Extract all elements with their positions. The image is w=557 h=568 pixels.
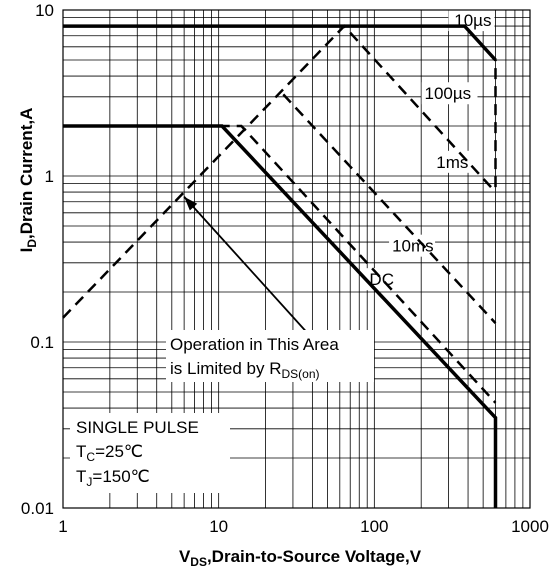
series-label: 100µs <box>424 84 471 103</box>
series-label: DC <box>369 270 394 289</box>
x-tick-label: 10 <box>209 517 228 536</box>
limited-area-note: Operation in This Area is Limited by RDS… <box>166 330 374 382</box>
pulse-line-3: TJ=150℃ <box>76 467 150 489</box>
x-axis-title: VDS,Drain-to-Source Voltage,V <box>179 547 422 568</box>
series-line-dc <box>63 124 498 508</box>
series-line-envelope-2 <box>62 24 497 319</box>
note-line-1: Operation in This Area <box>170 335 339 354</box>
svg-text:VDS,Drain-to-Source Voltage,V: VDS,Drain-to-Source Voltage,V <box>179 547 422 568</box>
pulse-line-2: TC=25℃ <box>76 442 143 464</box>
series-label: 10µs <box>454 11 491 30</box>
plot-frame <box>62 9 531 509</box>
series-line-10ms <box>218 124 497 404</box>
y-tick-label: 0.01 <box>21 499 54 518</box>
series-label-background <box>421 82 478 105</box>
y-axis-title: ID,Drain Current,A <box>17 108 39 253</box>
svg-text:ID,Drain Current,A: ID,Drain Current,A <box>17 108 39 253</box>
pulse-line-1: SINGLE PULSE <box>76 418 199 437</box>
series-line-1ms <box>282 93 497 324</box>
annotation-arrow-head <box>184 196 198 211</box>
series <box>62 24 498 508</box>
series-label-background <box>433 150 470 173</box>
x-tick-label: 1 <box>58 517 67 536</box>
series-label-background <box>389 234 436 257</box>
x-tick-label: 1000 <box>511 517 549 536</box>
labels: 1 10 100 1000 10 1 0.1 0.01 10µs 100µs 1ms 10ms DC <box>21 1 549 536</box>
series-line-10s <box>63 24 497 62</box>
series-label: 1ms <box>436 153 468 172</box>
x-tick-label: 100 <box>360 517 388 536</box>
note-line-2: is Limited by RDS(on) <box>170 359 320 381</box>
y-tick-label: 0.1 <box>30 333 54 352</box>
y-tick-label: 1 <box>45 167 54 186</box>
pulse-conditions: SINGLE PULSE TC=25℃ TJ=150℃ <box>70 413 230 493</box>
annotation-arrow-shaft <box>183 196 314 340</box>
y-tick-label: 10 <box>35 1 54 20</box>
series-label: 10ms <box>392 237 434 256</box>
series-line-100s <box>463 25 497 193</box>
